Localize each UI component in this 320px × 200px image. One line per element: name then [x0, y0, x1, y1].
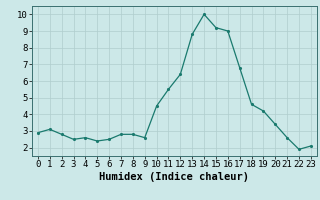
X-axis label: Humidex (Indice chaleur): Humidex (Indice chaleur)	[100, 172, 249, 182]
